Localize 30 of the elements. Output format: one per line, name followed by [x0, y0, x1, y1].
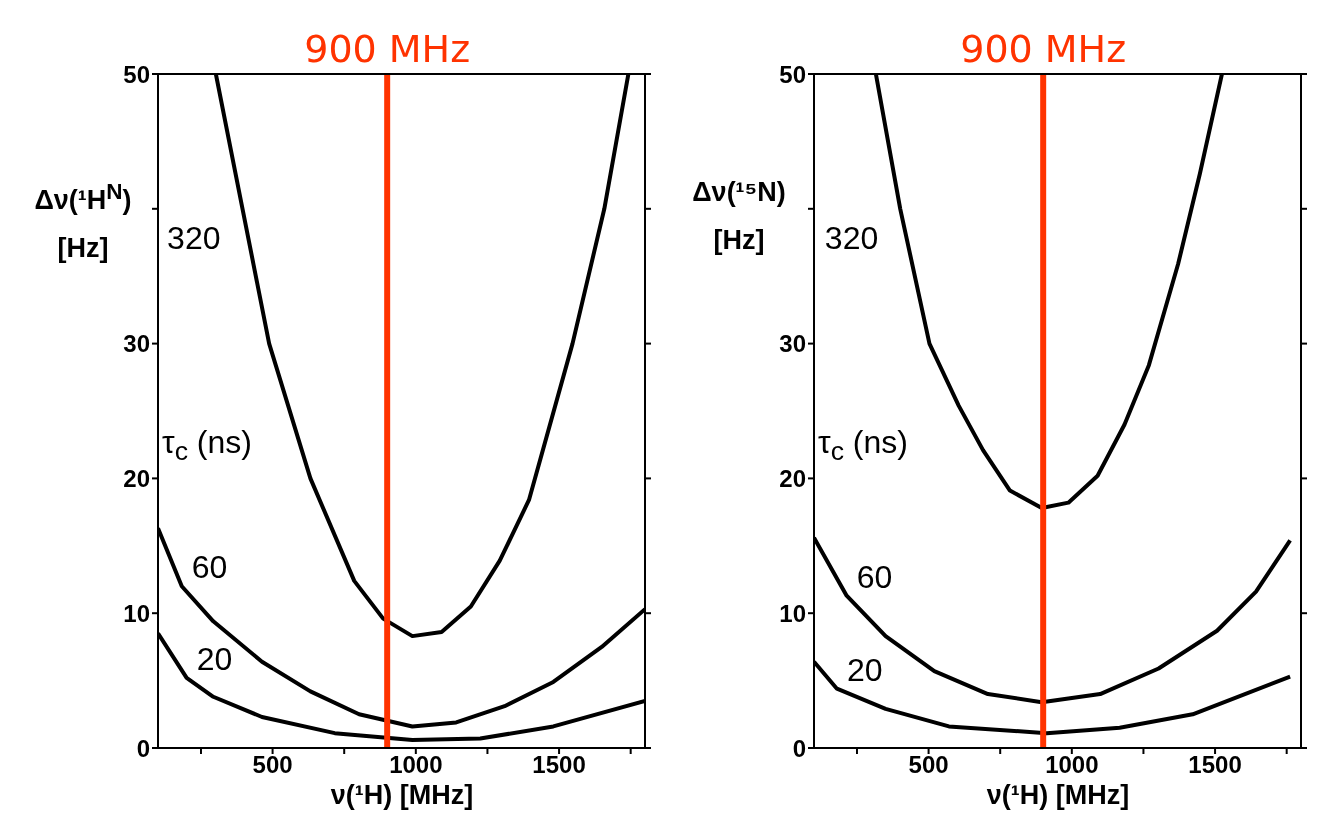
series-label: 60: [191, 549, 228, 586]
y-axis-title: Δν(¹H$^{N}$) [Hz]: [33, 177, 133, 265]
y-tick-label: 20: [123, 464, 150, 492]
annotation: τ$_{c}$ (ns): [818, 424, 908, 468]
x-tick-label: 500: [252, 751, 293, 779]
y-tick-label: 0: [136, 734, 150, 762]
x-tick-label: 500: [908, 751, 949, 779]
series-label: 60: [856, 558, 893, 595]
x-tick-label: 1000: [1045, 751, 1099, 779]
y-tick-label: 10: [123, 599, 150, 627]
y-axis-title: Δν(¹⁵N) [Hz]: [691, 175, 787, 257]
y-tick-label: 0: [792, 734, 806, 762]
annotation: τ$_{c}$ (ns): [162, 424, 252, 468]
y-tick-label: 50: [123, 60, 150, 88]
y-tick-label: 50: [779, 60, 806, 88]
series-label: 20: [196, 640, 233, 677]
x-tick-label: 1500: [1188, 751, 1242, 779]
y-tick-label: 20: [779, 464, 806, 492]
series-label: 320: [167, 219, 221, 256]
x-axis-title: ν(¹H) [MHz]: [985, 780, 1131, 811]
x-tick-label: 1500: [532, 751, 586, 779]
x-axis-title: ν(¹H) [MHz]: [329, 780, 475, 811]
ref-line-label: 900 MHz: [960, 27, 1127, 71]
ref-line-label: 900 MHz: [304, 27, 471, 71]
y-tick-label: 30: [779, 330, 806, 358]
x-tick-label: 1000: [389, 751, 443, 779]
y-tick-label: 30: [123, 330, 150, 358]
series-label: 320: [824, 219, 879, 256]
series-label: 20: [846, 651, 883, 688]
y-tick-label: 10: [779, 599, 806, 627]
